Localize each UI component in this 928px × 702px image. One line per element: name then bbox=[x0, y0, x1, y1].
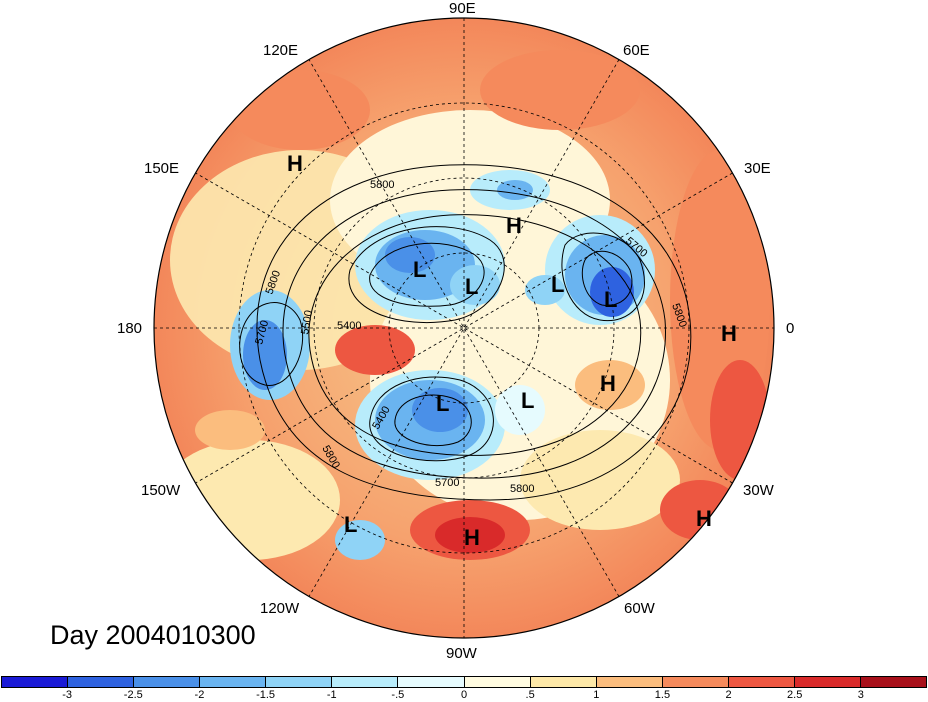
lon-label-0: 0 bbox=[786, 320, 795, 337]
colorbar-tick-label: .5 bbox=[525, 689, 535, 701]
map-border bbox=[153, 17, 775, 639]
marker-high: H bbox=[721, 321, 737, 346]
colorbar-cell bbox=[332, 677, 399, 687]
height-contours bbox=[239, 164, 692, 501]
marker-low: L bbox=[604, 287, 617, 312]
colorbar-cell bbox=[596, 677, 663, 687]
colorbar-tick-label: 0 bbox=[460, 689, 468, 701]
colorbar-cell bbox=[134, 677, 201, 687]
marker-high: H bbox=[600, 371, 616, 396]
colorbar-tick-label: -1 bbox=[326, 689, 337, 701]
colorbar-tick-label: 3 bbox=[857, 689, 864, 701]
colorbar-tick-label: 2 bbox=[725, 689, 732, 701]
colorbar-cell bbox=[530, 677, 597, 687]
colorbar-tick-label: -2.5 bbox=[123, 689, 143, 701]
marker-high: H bbox=[696, 506, 712, 531]
colorbar-cell bbox=[266, 677, 333, 687]
marker-low: L bbox=[413, 257, 426, 282]
marker-low: L bbox=[521, 388, 534, 413]
colorbar-tick-label: -2 bbox=[194, 689, 205, 701]
lon-label-150w: 150W bbox=[141, 482, 181, 499]
contour-label: 5700 bbox=[435, 477, 459, 489]
colorbar-tick-label: -.5 bbox=[391, 689, 405, 701]
colorbar-tick-label: 2.5 bbox=[787, 689, 803, 701]
contour-label: 5400 bbox=[337, 320, 361, 332]
lon-label-180: 180 bbox=[117, 320, 143, 337]
graticule bbox=[154, 18, 774, 638]
colorbar-cell bbox=[68, 677, 135, 687]
anomaly-field bbox=[154, 18, 774, 638]
colorbar-cell bbox=[794, 677, 862, 687]
marker-low: L bbox=[465, 274, 478, 299]
colorbar-tick-label: 1.5 bbox=[654, 689, 671, 701]
contour-label: 5800 bbox=[510, 483, 534, 495]
lon-label-90w: 90W bbox=[446, 645, 477, 662]
colorbar bbox=[1, 676, 927, 688]
pressure-markers: H H L L L L H H L L L H H bbox=[287, 151, 737, 550]
lon-label-150e: 150E bbox=[144, 160, 180, 177]
colorbar-tick-label: 1 bbox=[593, 689, 600, 701]
colorbar-tick-label: -3 bbox=[62, 689, 73, 701]
lon-label-30w: 30W bbox=[743, 482, 774, 499]
marker-high: H bbox=[287, 151, 303, 176]
colorbar-cell bbox=[662, 677, 729, 687]
marker-low: L bbox=[436, 391, 449, 416]
colorbar-cell bbox=[861, 677, 927, 687]
marker-high: H bbox=[464, 525, 480, 550]
lon-label-30e: 30E bbox=[744, 160, 771, 177]
colorbar-cell bbox=[398, 677, 465, 687]
colorbar-cell bbox=[464, 677, 531, 687]
marker-low: L bbox=[551, 272, 564, 297]
marker-high: H bbox=[506, 213, 522, 238]
lon-label-90e: 90E bbox=[449, 0, 476, 17]
colorbar-cell bbox=[2, 677, 69, 687]
marker-low: L bbox=[344, 512, 357, 537]
colorbar-tick-label: -1.5 bbox=[256, 689, 276, 701]
lon-label-120e: 120E bbox=[263, 42, 299, 59]
lon-label-60w: 60W bbox=[624, 600, 655, 617]
contour-label: 5500 bbox=[299, 309, 315, 335]
lon-label-60e: 60E bbox=[623, 42, 650, 59]
colorbar-cell bbox=[200, 677, 267, 687]
date-title: Day 2004010300 bbox=[50, 620, 256, 650]
colorbar-cell bbox=[728, 677, 795, 687]
lon-label-120w: 120W bbox=[260, 600, 300, 617]
contour-label: 5800 bbox=[370, 179, 394, 191]
